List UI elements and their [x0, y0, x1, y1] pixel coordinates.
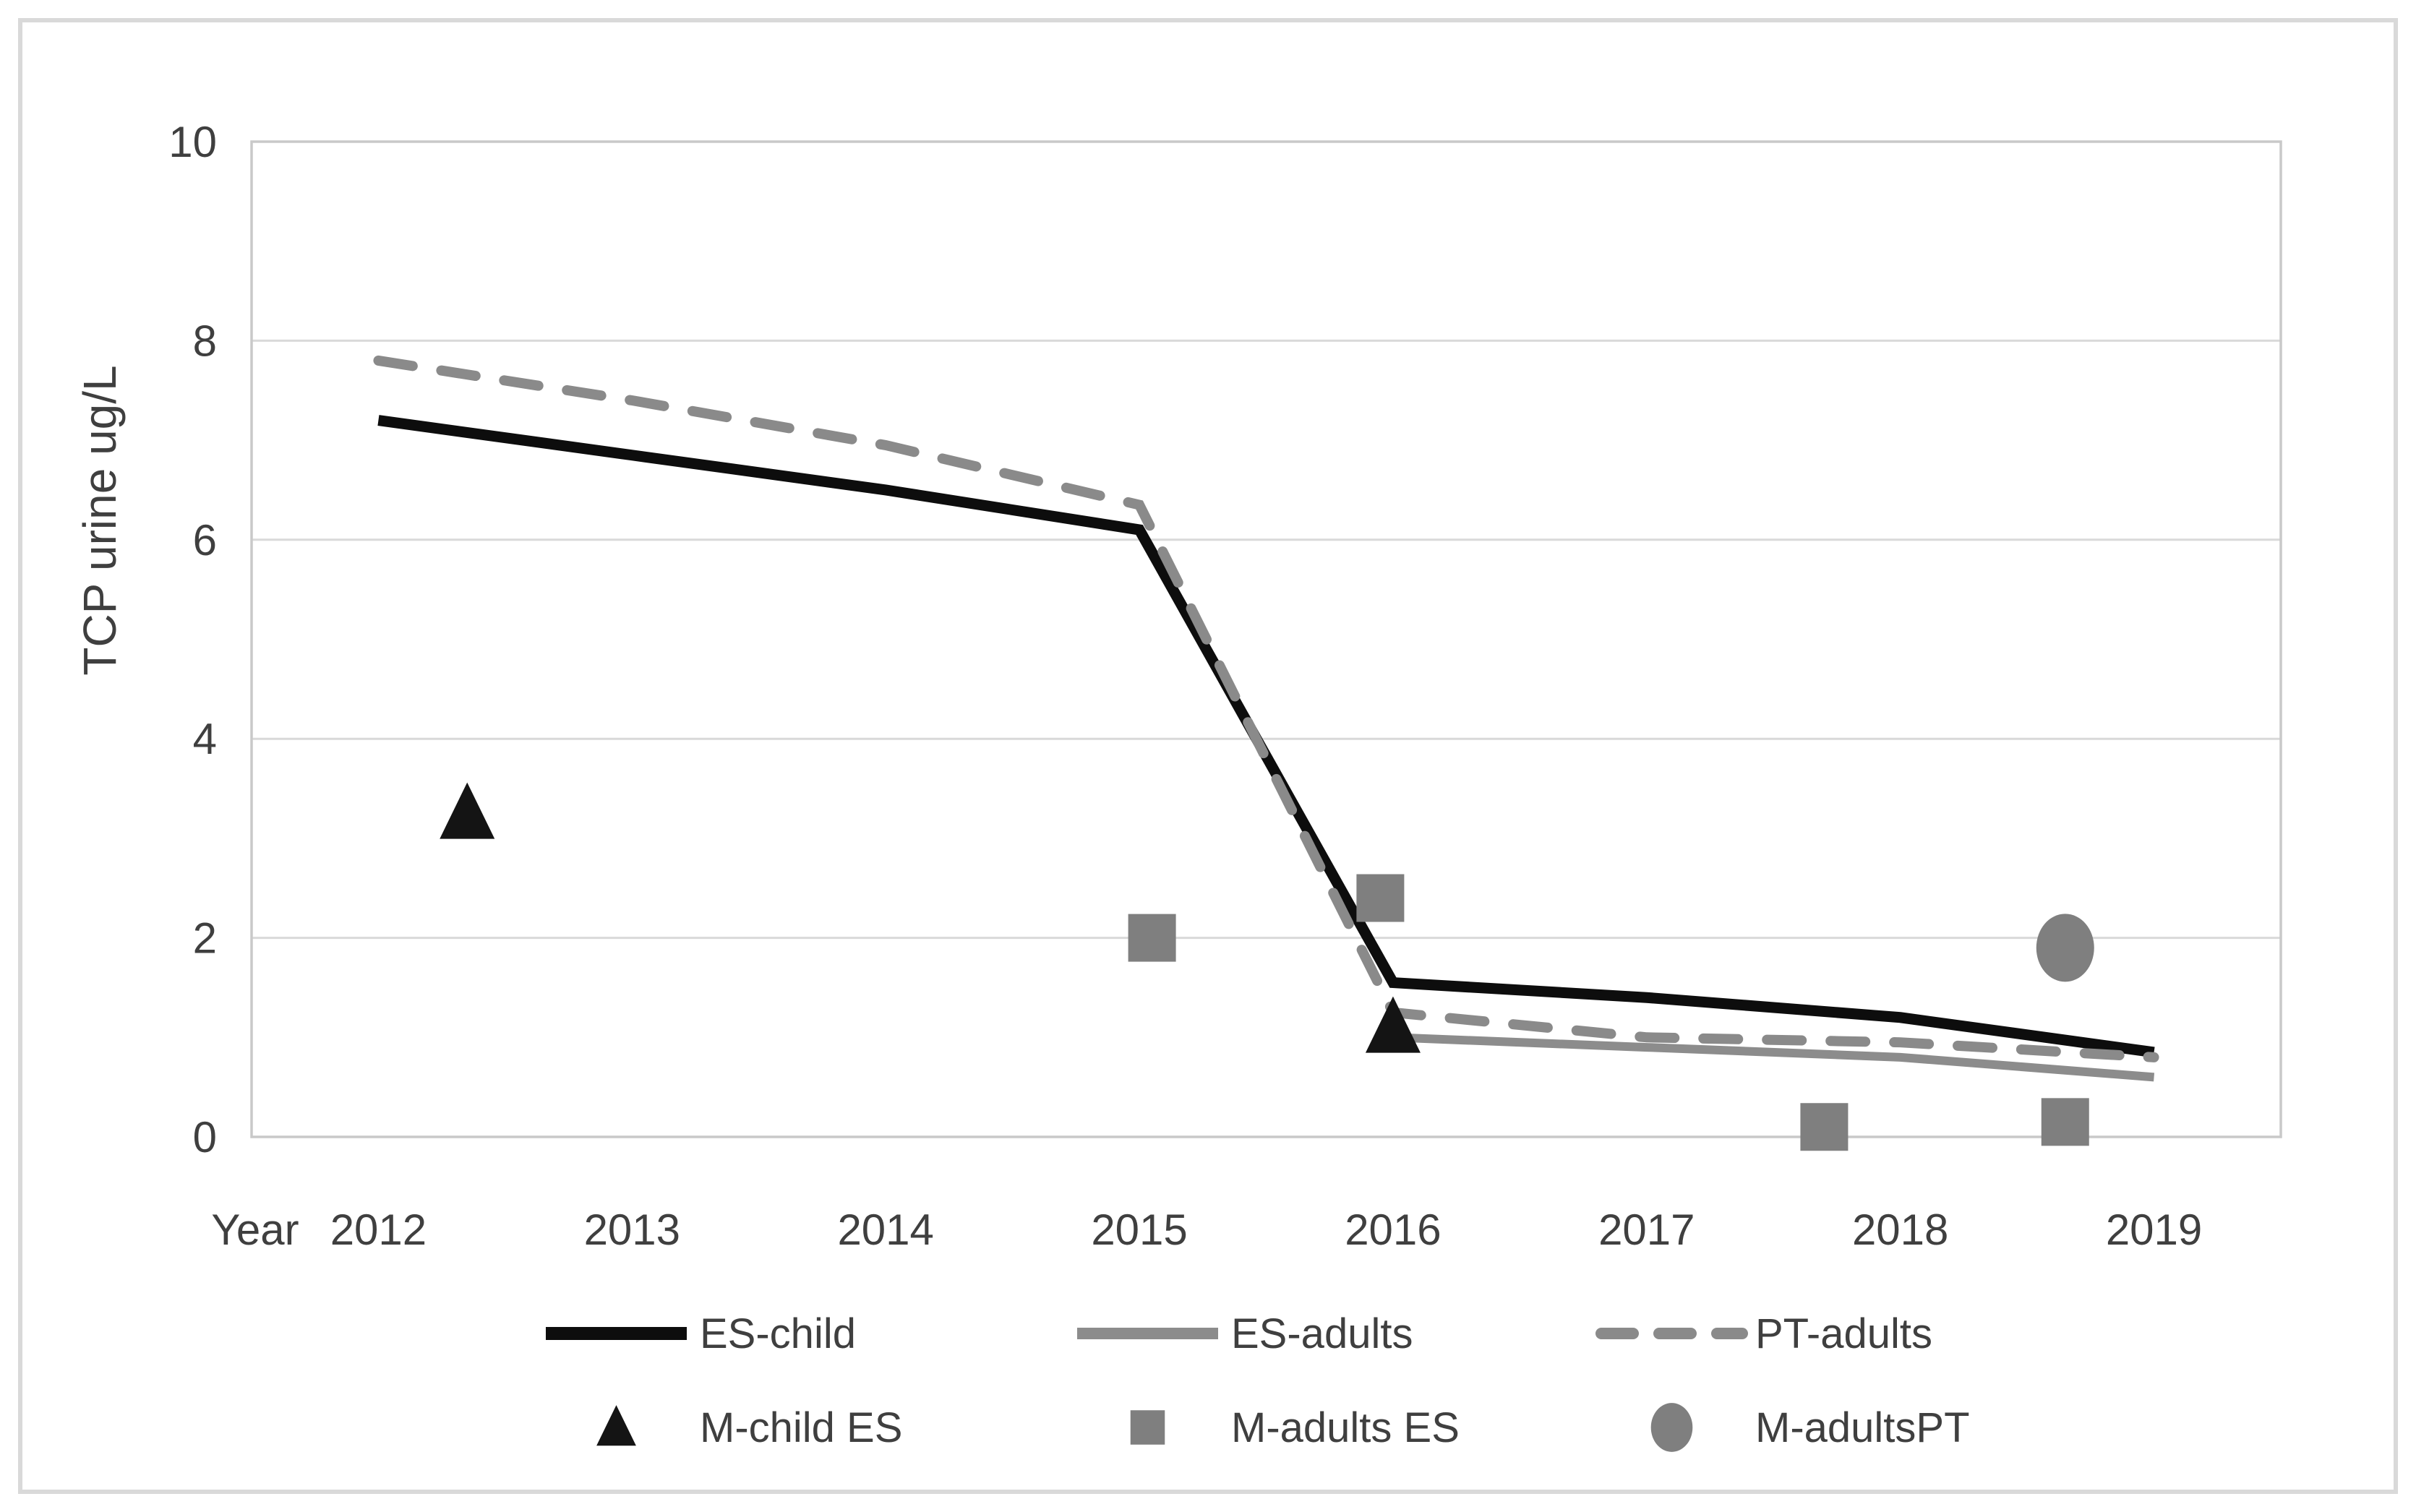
x-tick-label: 2015 — [1091, 1206, 1187, 1254]
marker-triangle-m-child-es — [440, 782, 495, 839]
marker-circle-m-adultspt — [2036, 914, 2094, 982]
marker-triangle-m-child-es — [1365, 996, 1421, 1053]
x-tick-label: 2016 — [1345, 1206, 1441, 1254]
marker-square-m-adults-es — [2041, 1098, 2089, 1146]
legend-item-m-child-es-swatch — [596, 1405, 636, 1446]
x-tick-label: 2017 — [1598, 1206, 1695, 1254]
series-line-pt-adults — [373, 355, 2159, 1062]
figure-border — [18, 18, 2398, 1494]
series-line-es-child — [377, 415, 2155, 1058]
y-axis-title: TCP urine ug/L — [74, 365, 126, 675]
y-tick-label: 10 — [168, 118, 217, 166]
legend-item-m-adultspt-swatch — [1650, 1403, 1693, 1452]
y-tick-label: 4 — [193, 715, 217, 763]
x-tick-label: 2012 — [330, 1206, 427, 1254]
marker-square-m-adults-es — [1128, 914, 1176, 962]
y-tick-label: 8 — [193, 317, 217, 365]
x-tick-label: 2018 — [1852, 1206, 1948, 1254]
plot-frame — [250, 140, 2282, 1138]
legend-item-es-adults-label: ES-adults — [1231, 1310, 1413, 1357]
legend-item-m-adults-es-label: M-adults ES — [1231, 1404, 1460, 1451]
series-line-es-adults — [1392, 1033, 2155, 1082]
legend-item-m-adultspt-label: M-adultsPT — [1755, 1404, 1970, 1451]
legend-item-es-child-label: ES-child — [700, 1310, 856, 1357]
legend-item-m-adults-es-swatch — [1130, 1410, 1165, 1445]
y-tick-label: 2 — [193, 914, 217, 963]
x-tick-label: 2019 — [2106, 1206, 2202, 1254]
legend-item-m-child-es-label: M-child ES — [700, 1404, 902, 1451]
x-axis-title: Year — [211, 1206, 299, 1254]
marker-square-m-adults-es — [1800, 1103, 1849, 1151]
x-tick-label: 2013 — [584, 1206, 680, 1254]
x-tick-label: 2014 — [837, 1206, 933, 1254]
y-tick-label: 6 — [193, 516, 217, 564]
marker-square-m-adults-es — [1356, 874, 1405, 922]
legend-item-pt-adults-label: PT-adults — [1755, 1310, 1932, 1357]
y-tick-label: 0 — [193, 1113, 217, 1161]
